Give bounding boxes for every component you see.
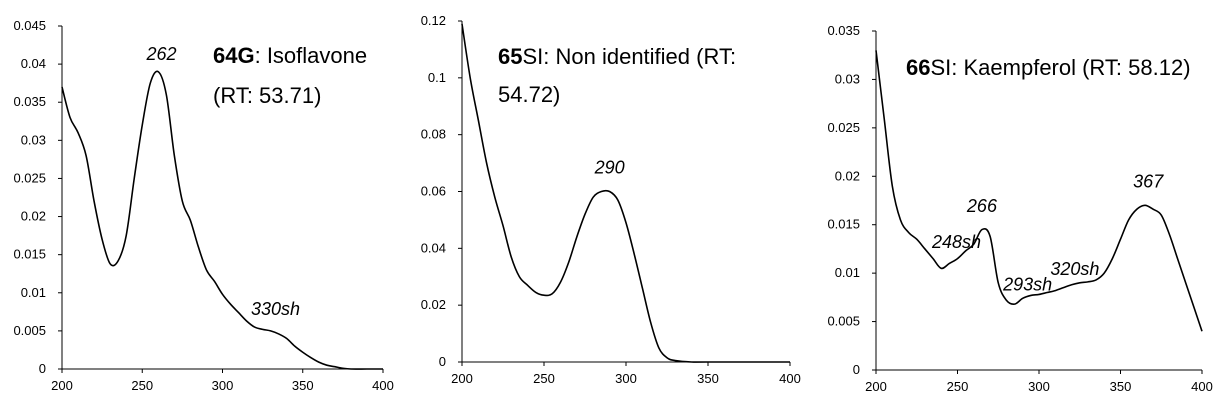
chart-title-line: 54.72) [498, 82, 560, 107]
peak-annotation: 248sh [931, 232, 981, 252]
y-tick-label: 0 [853, 362, 860, 377]
y-tick-label: 0.01 [21, 285, 46, 300]
y-tick-label: 0.08 [421, 127, 446, 142]
chart-panel-3: 0 0.005 0.01 0.015 0.02 0.025 0.03 0.035 200 250 3… [827, 23, 1212, 394]
peak-annotation: 293sh [1002, 274, 1052, 294]
y-tick-label: 0.03 [21, 132, 46, 147]
peak-annotation: 262 [145, 44, 176, 64]
y-tick-label: 0.01 [835, 265, 860, 280]
spectrum-line [61, 70, 383, 370]
y-tick-label: 0.005 [827, 314, 860, 329]
x-tick-label: 250 [533, 371, 555, 386]
peak-annotation: 330sh [251, 299, 300, 319]
title-text: : Isoflavone [255, 43, 368, 68]
y-tick-label: 0.04 [421, 240, 446, 255]
x-tick-label: 350 [1110, 379, 1132, 394]
title-text: (RT: 53.71) [213, 83, 321, 108]
compound-id: 66 [906, 55, 930, 80]
chart-title-line: (RT: 53.71) [213, 83, 321, 108]
y-tick-label: 0.035 [827, 23, 860, 38]
peak-annotation: 266 [966, 196, 998, 216]
x-tick-label: 250 [131, 378, 153, 393]
x-tick-label: 300 [212, 378, 234, 393]
y-tick-label: 0.015 [13, 247, 46, 262]
x-tick-label: 350 [697, 371, 719, 386]
y-tick-label: 0.025 [827, 120, 860, 135]
x-tick-label: 300 [615, 371, 637, 386]
y-tick-label: 0 [39, 361, 46, 376]
y-tick-label: 0.035 [13, 94, 46, 109]
y-tick-label: 0.015 [827, 217, 860, 232]
y-tick-label: 0.06 [421, 184, 446, 199]
peak-annotation: 320sh [1050, 259, 1099, 279]
x-tick-label: 400 [779, 371, 801, 386]
y-tick-label: 0.02 [835, 168, 860, 183]
spectrum-line [875, 50, 1203, 332]
x-tick-label: 350 [292, 378, 314, 393]
spectrum-line [461, 23, 790, 363]
y-tick-label: 0.005 [13, 323, 46, 338]
title-text: SI: Non identified (RT: [522, 44, 736, 69]
x-tick-label: 250 [947, 379, 969, 394]
x-tick-label: 300 [1028, 379, 1050, 394]
compound-id: 64G [213, 43, 255, 68]
peak-annotation: 367 [1133, 172, 1164, 192]
x-tick-label: 400 [1191, 379, 1213, 394]
y-tick-label: 0.04 [21, 56, 46, 71]
x-tick-label: 200 [51, 378, 73, 393]
peak-annotation: 290 [594, 158, 625, 178]
y-tick-label: 0.02 [421, 297, 446, 312]
chart-panel-2: 0 0.02 0.04 0.06 0.08 0.1 0.12 200 250 300 350 400 6… [421, 13, 801, 386]
y-tick-label: 0.025 [13, 170, 46, 185]
y-tick-label: 0 [439, 354, 446, 369]
y-tick-label: 0.045 [13, 18, 46, 33]
x-tick-label: 200 [865, 379, 887, 394]
x-tick-label: 400 [372, 378, 394, 393]
title-text: SI: Kaempferol (RT: 58.12) [930, 55, 1190, 80]
chart-panel-1: 0 0.005 0.01 0.015 0.02 0.025 0.03 0.035 0.04 0.0… [13, 18, 393, 393]
y-tick-label: 0.1 [428, 70, 446, 85]
y-tick-label: 0.02 [21, 209, 46, 224]
x-tick-label: 200 [451, 371, 473, 386]
chart-title-line: 64G: Isoflavone [213, 43, 367, 68]
y-tick-label: 0.12 [421, 13, 446, 28]
chart-title-line: 66SI: Kaempferol (RT: 58.12) [906, 55, 1191, 80]
y-tick-label: 0.03 [835, 71, 860, 86]
chart-title-line: 65SI: Non identified (RT: [498, 44, 736, 69]
title-text: 54.72) [498, 82, 560, 107]
compound-id: 65 [498, 44, 522, 69]
